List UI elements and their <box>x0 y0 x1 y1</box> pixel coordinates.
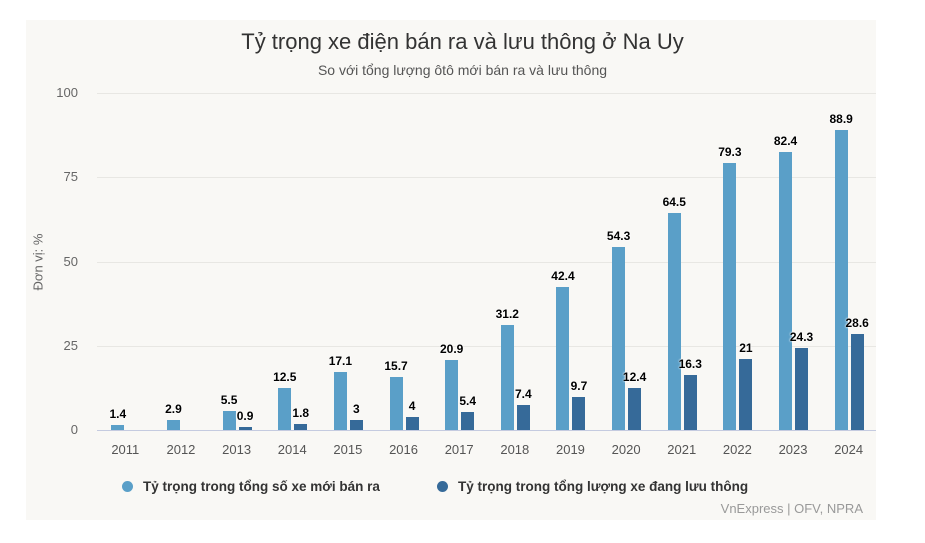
bar-circulation[interactable] <box>795 348 809 430</box>
data-label: 16.3 <box>678 357 702 372</box>
bar-circulation[interactable] <box>850 333 864 430</box>
gridline <box>97 93 876 94</box>
data-label: 28.6 <box>845 315 869 330</box>
data-label: 4 <box>408 398 416 413</box>
data-label: 1.8 <box>292 405 310 420</box>
gridline <box>97 177 876 179</box>
gridline <box>97 345 876 347</box>
chart-subtitle: So với tổng lượng ôtô mới bán ra và lưu … <box>317 62 608 78</box>
x-tick-label: 2024 <box>834 442 864 457</box>
legend-label: Tỷ trọng trong tổng lượng xe đang lưu th… <box>458 479 749 494</box>
x-tick-label: 2018 <box>500 442 530 457</box>
data-label: 0.9 <box>236 408 254 423</box>
x-tick-label: 2017 <box>444 442 474 457</box>
source-credit: VnExpress | OFV, NPRA <box>720 501 863 516</box>
bar-circulation[interactable] <box>238 426 252 430</box>
data-label: 3 <box>353 401 360 416</box>
data-label: 5.4 <box>459 393 477 408</box>
data-label: 12.5 <box>273 369 297 384</box>
bar-new-sales[interactable] <box>389 377 403 430</box>
bar-circulation[interactable] <box>405 416 419 430</box>
bar-new-sales[interactable] <box>667 212 681 430</box>
x-tick-label: 2021 <box>667 442 697 457</box>
data-label: 82.4 <box>773 134 798 149</box>
x-axis-line <box>97 430 876 431</box>
data-label: 31.2 <box>495 306 519 321</box>
y-tick-label: 25 <box>63 337 78 353</box>
data-label: 12.4 <box>622 370 647 385</box>
x-tick-label: 2013 <box>222 442 252 457</box>
data-label: 88.9 <box>829 112 853 127</box>
legend-item-new-sales[interactable]: Tỷ trọng trong tổng số xe mới bán ra <box>122 479 380 494</box>
bar-circulation[interactable] <box>683 375 697 430</box>
bar-new-sales[interactable] <box>333 372 347 430</box>
data-label: 2.9 <box>165 402 182 417</box>
bar-circulation[interactable] <box>349 419 363 430</box>
bar-new-sales[interactable] <box>779 152 793 430</box>
data-label: 5.5 <box>220 393 238 408</box>
y-tick-label: 50 <box>63 253 78 269</box>
bar-new-sales[interactable] <box>222 411 236 430</box>
bar-new-sales[interactable] <box>612 247 626 430</box>
y-tick-label: 0 <box>70 422 78 437</box>
x-tick-label: 2011 <box>111 442 140 457</box>
legend-item-circulation[interactable]: Tỷ trọng trong tổng lượng xe đang lưu th… <box>437 479 748 494</box>
bar-new-sales[interactable] <box>556 287 570 430</box>
data-label: 9.7 <box>570 379 588 394</box>
data-label: 20.9 <box>439 341 464 356</box>
y-tick-label: 75 <box>63 169 78 185</box>
gridline <box>97 261 876 263</box>
data-label: 79.3 <box>718 144 742 159</box>
x-tick-label: 2023 <box>778 442 808 457</box>
data-label: 21 <box>739 341 753 356</box>
data-label: 64.5 <box>662 194 686 209</box>
data-label: 15.7 <box>384 359 408 374</box>
x-tick-label: 2022 <box>722 442 752 457</box>
bar-new-sales[interactable] <box>166 420 180 430</box>
bar-new-sales[interactable] <box>111 425 125 430</box>
x-tick-label: 2020 <box>611 442 641 457</box>
data-label: 54.3 <box>606 229 631 243</box>
legend-marker-icon <box>437 481 448 492</box>
data-label: 7.4 <box>514 387 532 402</box>
bar-circulation[interactable] <box>739 359 753 430</box>
data-label: 1.4 <box>109 407 127 422</box>
x-tick-label: 2019 <box>555 442 585 457</box>
x-tick-label: 2012 <box>166 442 196 457</box>
x-tick-label: 2014 <box>277 442 307 457</box>
data-label: 24.3 <box>789 330 814 345</box>
bar-circulation[interactable] <box>628 388 642 430</box>
data-label: 42.4 <box>551 269 575 284</box>
x-tick-label: 2016 <box>389 442 418 457</box>
bar-new-sales[interactable] <box>500 324 514 430</box>
legend-label: Tỷ trọng trong tổng số xe mới bán ra <box>143 479 380 494</box>
bar-circulation[interactable] <box>572 397 586 430</box>
bar-new-sales[interactable] <box>834 130 848 430</box>
bar-circulation[interactable] <box>461 411 475 430</box>
chart-title: Tỷ trọng xe điện bán ra và lưu thông ở N… <box>241 29 684 54</box>
bar-new-sales[interactable] <box>278 387 292 430</box>
y-tick-label: 100 <box>56 85 78 100</box>
data-label: 17.1 <box>328 354 353 369</box>
x-tick-label: 2015 <box>333 442 363 457</box>
bar-circulation[interactable] <box>294 423 308 430</box>
bar-new-sales[interactable] <box>723 162 737 430</box>
bar-circulation[interactable] <box>516 405 530 430</box>
bar-new-sales[interactable] <box>445 359 459 430</box>
legend-marker-icon <box>122 481 133 492</box>
